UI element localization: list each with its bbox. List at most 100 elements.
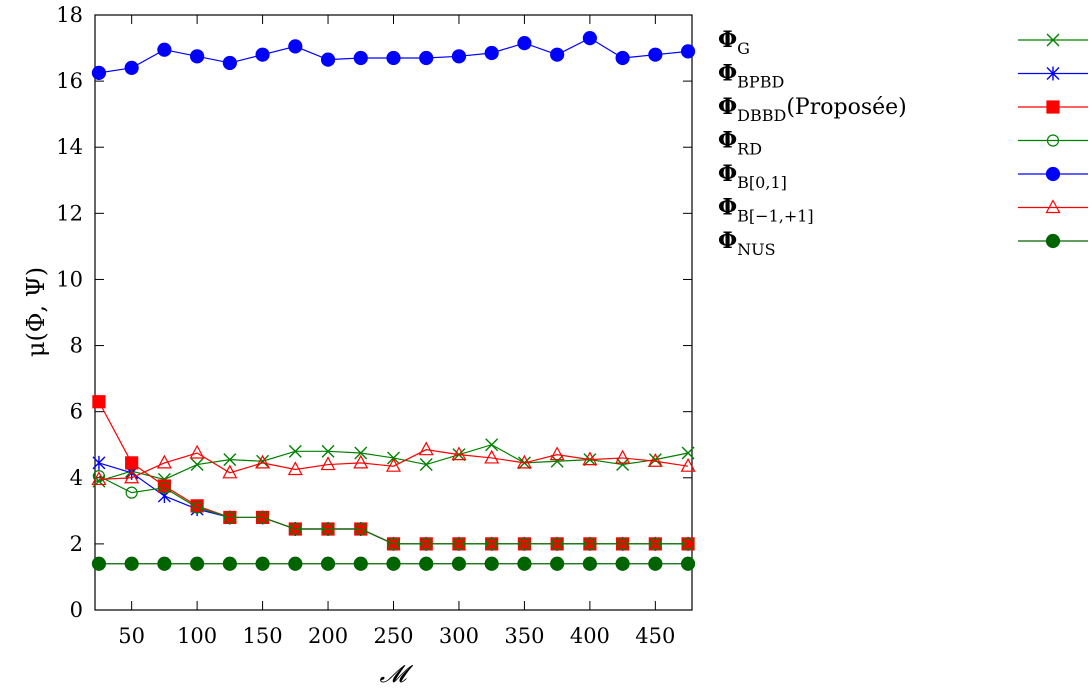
series-layer	[91, 31, 696, 571]
y-tick-label: 8	[70, 334, 83, 358]
data-point	[616, 537, 629, 550]
data-point	[354, 522, 367, 536]
data-point	[418, 441, 434, 456]
legend-label: ΦRD	[718, 128, 762, 159]
data-point	[92, 470, 106, 483]
y-tick-label: 2	[70, 532, 83, 556]
data-point	[451, 446, 467, 461]
data-point	[550, 556, 565, 571]
data-point	[485, 438, 499, 452]
x-tick-label: 150	[243, 624, 283, 648]
data-point	[647, 452, 663, 467]
series-line	[98, 401, 689, 545]
y-tick-label: 16	[56, 69, 83, 93]
data-point	[91, 471, 107, 486]
data-point	[615, 449, 631, 464]
legend: ΦGΦBPBDΦDBBD(Proposée)ΦRDΦB[0,1]ΦB[−1,+1…	[718, 27, 1088, 259]
data-point	[353, 556, 368, 571]
data-point	[125, 486, 138, 499]
data-point	[92, 395, 106, 409]
data-point	[353, 454, 369, 469]
x-axis-label: 𝓜	[380, 660, 414, 688]
series-line	[98, 449, 689, 481]
data-point	[484, 45, 499, 61]
data-point	[320, 556, 336, 571]
plot-frame	[94, 14, 693, 611]
data-point	[452, 537, 466, 550]
data-point	[385, 457, 402, 472]
data-point	[92, 455, 106, 470]
data-point	[255, 47, 270, 62]
data-point	[582, 556, 597, 571]
data-point	[681, 446, 695, 460]
y-tick-label: 12	[56, 201, 83, 225]
data-point	[419, 50, 434, 66]
data-point	[451, 49, 467, 64]
y-tick-label: 6	[70, 400, 83, 424]
data-point	[125, 456, 139, 470]
data-point	[124, 556, 139, 571]
data-point	[518, 537, 531, 550]
legend-label: ΦG	[718, 27, 750, 58]
data-point	[354, 446, 368, 460]
data-point	[550, 47, 565, 62]
series-nus	[91, 556, 696, 571]
series-b01	[91, 31, 696, 80]
y-tick-label: 4	[70, 466, 83, 490]
legend-marker	[1046, 66, 1060, 81]
data-point	[648, 556, 663, 571]
data-point	[419, 556, 434, 571]
legend-label: ΦBPBD	[718, 61, 784, 92]
x-tick-label: 50	[118, 624, 145, 648]
data-point	[222, 55, 237, 71]
data-point	[156, 454, 172, 469]
data-point	[320, 52, 336, 67]
legend-marker	[1045, 233, 1061, 249]
data-point	[386, 50, 401, 66]
data-point	[190, 458, 204, 472]
data-point	[387, 451, 400, 465]
data-point	[615, 556, 630, 571]
data-point	[484, 556, 499, 571]
data-point	[582, 31, 597, 46]
series-b11	[91, 441, 696, 486]
data-point	[91, 556, 107, 571]
data-point	[157, 556, 172, 571]
data-point	[649, 537, 662, 550]
data-point	[648, 47, 663, 62]
legend-label: ΦDBBD(Proposée)	[718, 94, 907, 125]
y-tick-label: 10	[56, 267, 83, 291]
x-tick-label: 100	[177, 624, 217, 648]
data-point	[680, 44, 696, 59]
x-tick-label: 400	[570, 624, 610, 648]
legend-label: ΦNUS	[718, 228, 776, 259]
data-point	[321, 522, 335, 536]
data-point	[124, 469, 140, 484]
data-point	[256, 511, 269, 524]
data-point	[91, 65, 107, 80]
series-line	[98, 475, 689, 545]
data-point	[289, 522, 302, 536]
x-tick-label: 350	[504, 624, 544, 648]
data-point	[124, 60, 139, 75]
data-point	[451, 556, 467, 571]
series-bpbd	[92, 455, 695, 551]
legend-marker	[1045, 199, 1061, 214]
data-point	[288, 444, 302, 458]
data-point	[288, 39, 303, 54]
data-point	[484, 449, 500, 464]
data-point	[255, 454, 271, 469]
data-point	[582, 451, 598, 466]
data-point	[550, 454, 564, 468]
data-point	[549, 446, 565, 461]
data-point	[680, 457, 696, 472]
data-point	[681, 537, 695, 550]
data-point	[616, 458, 630, 472]
data-point	[191, 501, 204, 514]
legend-label: ΦB[−1,+1]	[718, 195, 814, 226]
legend-marker	[1046, 134, 1060, 147]
data-point	[189, 444, 205, 459]
data-point	[353, 50, 368, 66]
y-tick-label: 0	[70, 598, 83, 622]
